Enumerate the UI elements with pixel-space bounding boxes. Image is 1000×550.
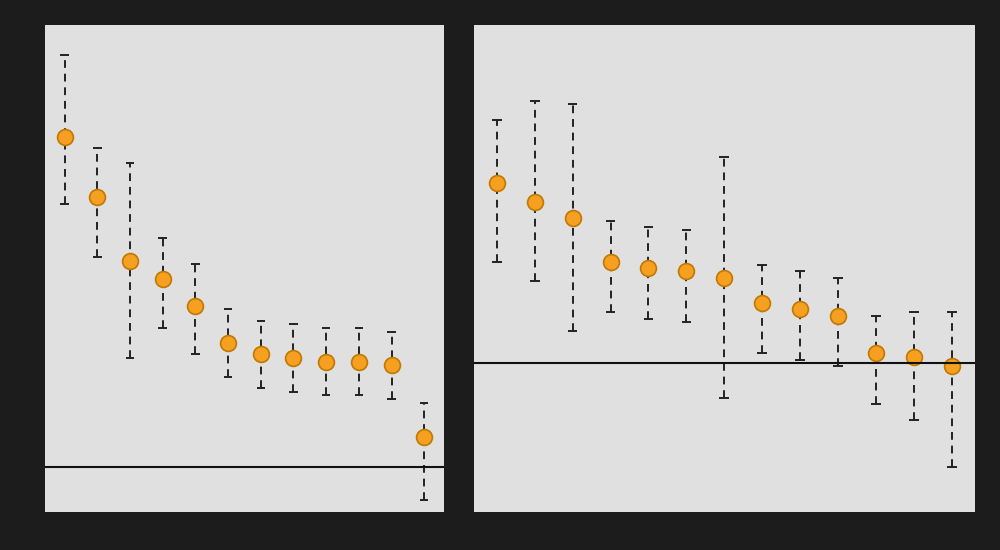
Point [830,311,846,320]
Point [253,350,269,359]
Point [792,305,808,314]
Point [565,213,581,222]
Point [122,256,138,265]
Point [187,301,203,310]
Point [220,339,236,348]
Point [89,192,105,201]
Point [384,361,400,370]
Point [603,257,619,266]
Point [527,197,543,206]
Point [906,352,922,361]
Point [318,358,334,366]
Point [716,273,732,282]
Point [351,358,367,366]
Point [57,133,73,141]
Point [678,267,694,276]
Point [489,178,505,187]
Point [944,362,960,371]
Point [416,432,432,441]
Point [285,354,301,362]
Point [868,349,884,358]
Point [640,264,656,273]
Point [754,299,770,307]
Point [155,275,171,284]
